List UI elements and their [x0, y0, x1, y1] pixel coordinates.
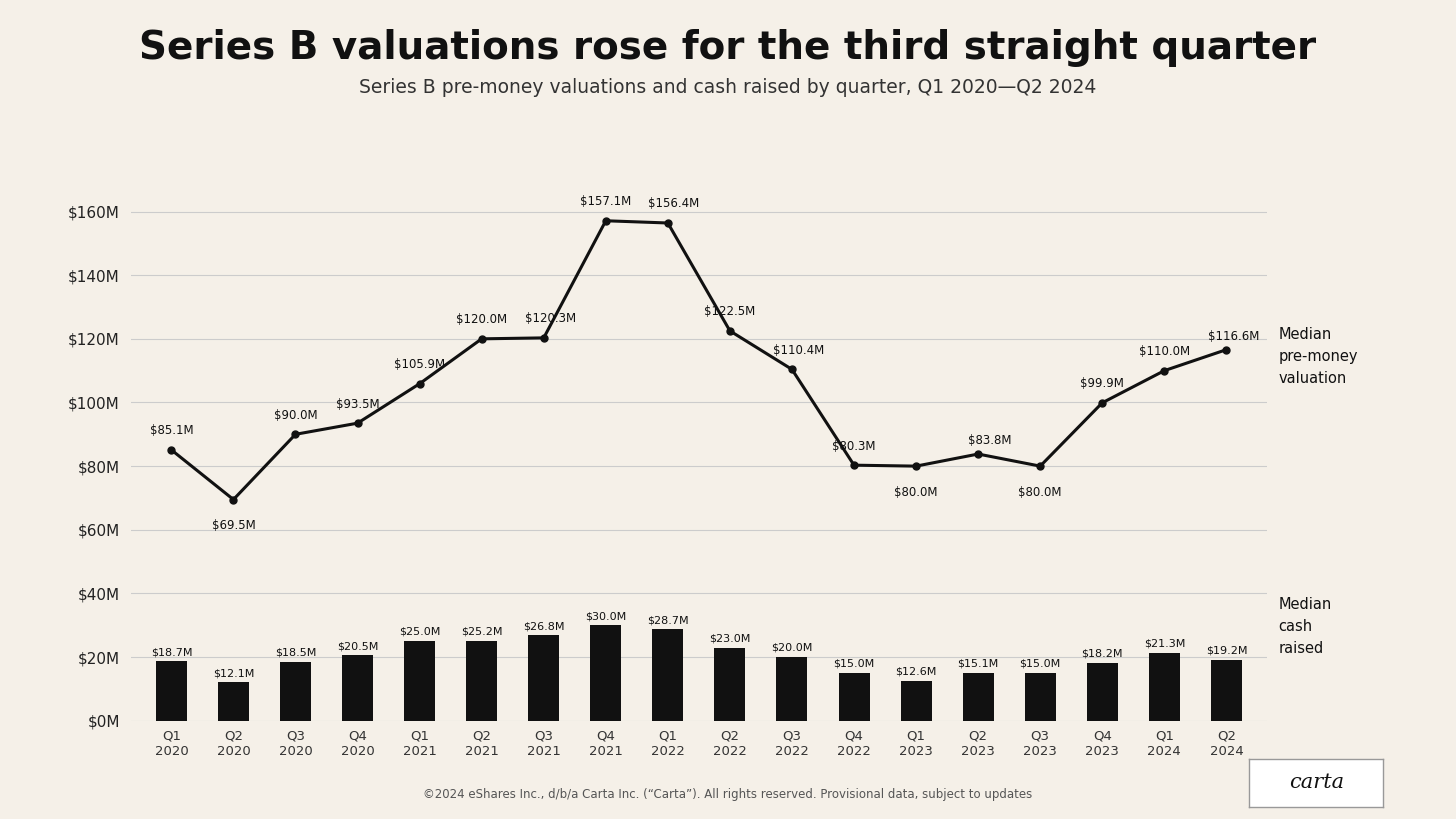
Bar [342, 655, 373, 721]
Text: $15.0M: $15.0M [833, 658, 875, 669]
Text: $18.5M: $18.5M [275, 648, 316, 658]
Text: Series B pre-money valuations and cash raised by quarter, Q1 2020—Q2 2024: Series B pre-money valuations and cash r… [360, 78, 1096, 97]
Bar [156, 661, 186, 721]
Text: $20.5M: $20.5M [336, 641, 379, 651]
Bar [652, 629, 683, 721]
Text: $18.7M: $18.7M [150, 647, 192, 657]
Bar [466, 640, 496, 721]
Text: $120.3M: $120.3M [526, 312, 577, 325]
Bar [218, 682, 249, 721]
Text: $105.9M: $105.9M [395, 358, 446, 371]
Bar [405, 641, 435, 721]
Text: $85.1M: $85.1M [150, 424, 194, 437]
Text: $122.5M: $122.5M [705, 305, 756, 319]
Text: $120.0M: $120.0M [456, 314, 507, 326]
Text: $26.8M: $26.8M [523, 622, 565, 631]
Text: $23.0M: $23.0M [709, 633, 751, 644]
Text: $99.9M: $99.9M [1080, 378, 1124, 391]
Text: $90.0M: $90.0M [274, 409, 317, 422]
Bar [1149, 653, 1179, 721]
Text: $93.5M: $93.5M [336, 398, 380, 410]
Bar [1086, 663, 1118, 721]
Bar [280, 662, 312, 721]
Text: Median
pre-money
valuation: Median pre-money valuation [1278, 327, 1358, 386]
Text: $116.6M: $116.6M [1207, 330, 1259, 342]
Text: $156.4M: $156.4M [648, 197, 699, 210]
Bar [776, 657, 808, 721]
Bar [901, 681, 932, 721]
Text: $83.8M: $83.8M [967, 434, 1010, 447]
Text: $25.2M: $25.2M [462, 627, 502, 636]
Text: $157.1M: $157.1M [579, 195, 632, 208]
Text: ©2024 eShares Inc., d/b/a Carta Inc. (“Carta”). All rights reserved. Provisional: ©2024 eShares Inc., d/b/a Carta Inc. (“C… [424, 788, 1032, 801]
Text: $69.5M: $69.5M [211, 519, 255, 532]
Text: $30.0M: $30.0M [585, 611, 626, 621]
Text: $80.0M: $80.0M [1018, 486, 1061, 499]
Bar [962, 672, 993, 721]
Text: $15.0M: $15.0M [1019, 658, 1061, 669]
Text: $28.7M: $28.7M [646, 615, 689, 625]
Bar [529, 636, 559, 721]
Text: $12.6M: $12.6M [895, 667, 936, 676]
Bar [1025, 673, 1056, 721]
Bar [590, 625, 622, 721]
Text: $19.2M: $19.2M [1206, 645, 1248, 655]
Text: $110.4M: $110.4M [773, 344, 824, 357]
Text: $12.1M: $12.1M [213, 668, 255, 678]
Text: $18.2M: $18.2M [1082, 649, 1123, 658]
Text: $25.0M: $25.0M [399, 627, 440, 637]
Text: $20.0M: $20.0M [772, 643, 812, 653]
Text: Median
cash
raised: Median cash raised [1278, 597, 1332, 656]
Bar [1211, 659, 1242, 721]
Text: $15.1M: $15.1M [958, 658, 999, 668]
Bar [715, 648, 745, 721]
Text: Series B valuations rose for the third straight quarter: Series B valuations rose for the third s… [140, 29, 1316, 66]
Text: $110.0M: $110.0M [1139, 345, 1190, 358]
Text: $80.0M: $80.0M [894, 486, 938, 499]
Bar [839, 673, 869, 721]
Text: $80.3M: $80.3M [833, 440, 875, 453]
Text: carta: carta [1289, 773, 1344, 793]
Text: $21.3M: $21.3M [1143, 639, 1185, 649]
